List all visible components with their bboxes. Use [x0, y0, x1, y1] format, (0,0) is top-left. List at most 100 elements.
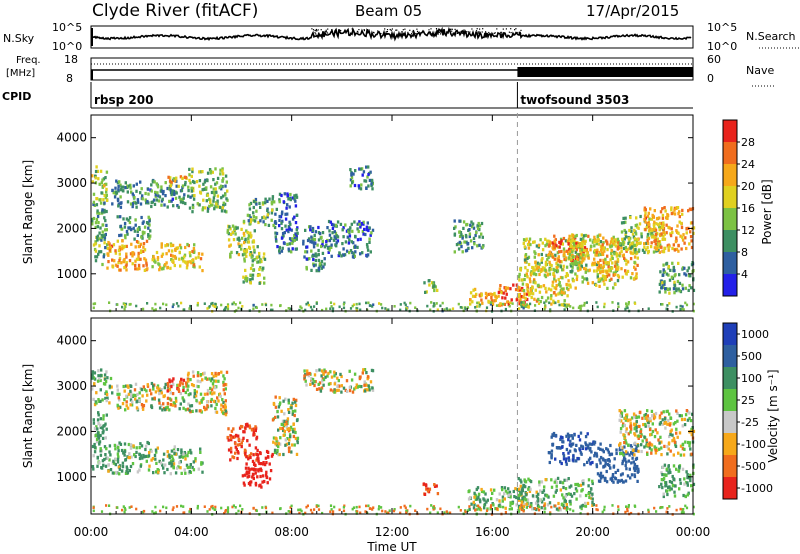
heatmap-cell	[569, 439, 572, 443]
heatmap-cell	[602, 236, 605, 240]
heatmap-cell	[256, 453, 260, 457]
heatmap-cell	[295, 235, 298, 239]
heatmap-cell	[628, 228, 631, 233]
heatmap-cell	[310, 235, 313, 239]
heatmap-cell	[356, 385, 359, 389]
heatmap-cell	[685, 246, 688, 251]
heatmap-cell	[523, 245, 526, 249]
heatmap-cell	[111, 471, 115, 475]
heatmap-cell	[166, 382, 170, 386]
heatmap-cell	[338, 305, 341, 309]
heatmap-cell	[289, 222, 292, 226]
heatmap-cell	[225, 210, 228, 214]
heatmap-cell	[119, 183, 122, 187]
heatmap-cell	[561, 493, 564, 497]
heatmap-cell	[144, 198, 147, 202]
heatmap-cell	[594, 238, 597, 242]
heatmap-cell	[692, 302, 695, 306]
heatmap-cell	[635, 272, 638, 276]
heatmap-cell	[449, 308, 452, 312]
heatmap-cell	[243, 257, 246, 261]
heatmap-cell	[184, 390, 187, 395]
heatmap-cell	[95, 165, 98, 169]
heatmap-cell	[285, 420, 288, 424]
heatmap-cell	[599, 263, 603, 268]
heatmap-cell	[294, 400, 297, 404]
heatmap-cell	[281, 426, 284, 431]
heatmap-cell	[564, 275, 568, 279]
heatmap-cell	[296, 231, 299, 235]
heatmap-cell	[135, 240, 139, 244]
heatmap-cell	[650, 229, 653, 233]
heatmap-cell	[168, 397, 172, 401]
heatmap-cell	[156, 446, 159, 450]
heatmap-cell	[677, 212, 680, 216]
heatmap-cell	[114, 190, 118, 194]
heatmap-cell	[307, 303, 311, 307]
nsearch-dot	[432, 33, 434, 35]
heatmap-cell	[289, 198, 292, 202]
heatmap-cell	[94, 169, 98, 174]
heatmap-cell	[262, 220, 265, 224]
heatmap-cell	[359, 167, 362, 171]
heatmap-cell	[665, 467, 668, 471]
heatmap-cell	[675, 409, 678, 413]
heatmap-cell	[164, 408, 167, 412]
heatmap-cell	[199, 447, 202, 451]
heatmap-cell	[201, 206, 205, 210]
heatmap-cell	[271, 197, 274, 201]
heatmap-cell	[677, 287, 680, 291]
heatmap-cell	[311, 377, 315, 382]
nsearch-dot	[467, 31, 469, 33]
heatmap-cell	[589, 248, 592, 252]
heatmap-cell	[184, 245, 187, 250]
heatmap-cell	[583, 257, 586, 261]
heatmap-cell	[671, 246, 674, 251]
heatmap-cell	[164, 382, 167, 386]
heatmap-cell	[541, 257, 544, 261]
heatmap-cell	[350, 175, 354, 180]
heatmap-cell	[151, 307, 154, 310]
heatmap-cell	[675, 287, 678, 291]
heatmap-cell	[102, 417, 105, 421]
heatmap-cell	[99, 378, 102, 383]
heatmap-cell	[625, 505, 628, 508]
heatmap-cell	[686, 481, 689, 485]
heatmap-cell	[537, 302, 541, 305]
heatmap-cell	[575, 277, 579, 282]
heatmap-cell	[599, 279, 602, 283]
heatmap-cell	[663, 282, 666, 286]
heatmap-cell	[230, 250, 233, 254]
heatmap-cell	[599, 277, 603, 281]
heatmap-cell	[129, 226, 132, 230]
heatmap-cell	[189, 448, 192, 452]
heatmap-cell	[578, 304, 581, 308]
heatmap-cell	[666, 452, 669, 456]
heatmap-cell	[605, 240, 609, 244]
heatmap-cell	[323, 262, 326, 266]
heatmap-cell	[219, 394, 222, 398]
heatmap-cell	[637, 469, 640, 473]
heatmap-cell	[101, 398, 104, 402]
heatmap-cell	[317, 252, 320, 257]
heatmap-cell	[351, 304, 354, 308]
heatmap-cell	[131, 192, 134, 196]
heatmap-cell	[462, 220, 466, 224]
heatmap-cell	[569, 285, 572, 289]
heatmap-cell	[91, 217, 94, 221]
heatmap-cell	[626, 269, 630, 273]
heatmap-cell	[601, 252, 605, 256]
heatmap-cell	[665, 489, 669, 493]
heatmap-cell	[667, 422, 670, 426]
heatmap-cell	[237, 242, 240, 246]
heatmap-cell	[234, 451, 237, 455]
heatmap-cell	[252, 467, 256, 471]
heatmap-cell	[660, 303, 663, 306]
heatmap-cell	[664, 287, 667, 291]
heatmap-cell	[162, 452, 166, 456]
heatmap-cell	[131, 202, 135, 206]
heatmap-cell	[524, 498, 528, 502]
heatmap-cell	[114, 249, 117, 253]
heatmap-cell	[367, 228, 370, 233]
